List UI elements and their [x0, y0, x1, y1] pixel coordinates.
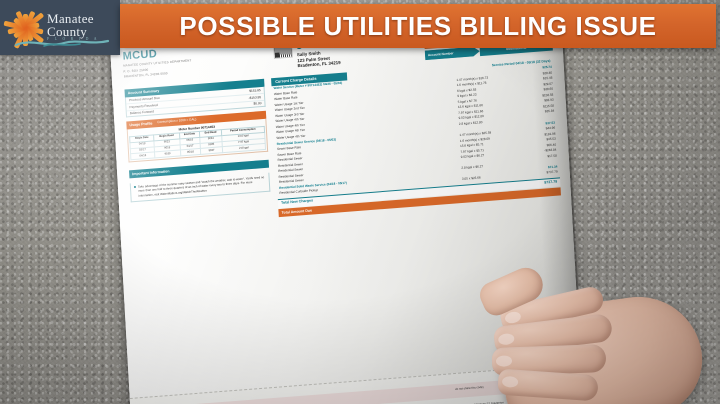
banner-title: POSSIBLE UTILITIES BILLING ISSUE	[179, 10, 657, 41]
logo-line-2: County	[47, 23, 88, 39]
manatee-county-logo: Manatee County F L O R I D A	[2, 6, 114, 50]
news-banner: POSSIBLE UTILITIES BILLING ISSUE	[120, 4, 716, 48]
logo-text: Manatee County F L O R I D A	[47, 11, 99, 42]
manatee-county-logo-box: Manatee County F L O R I D A	[0, 0, 120, 55]
logo-line-3: F L O R I D A	[47, 37, 99, 42]
manatee-wave-icon	[14, 39, 110, 47]
sun-icon	[2, 9, 44, 49]
logo-line-1: Manatee	[47, 11, 94, 27]
